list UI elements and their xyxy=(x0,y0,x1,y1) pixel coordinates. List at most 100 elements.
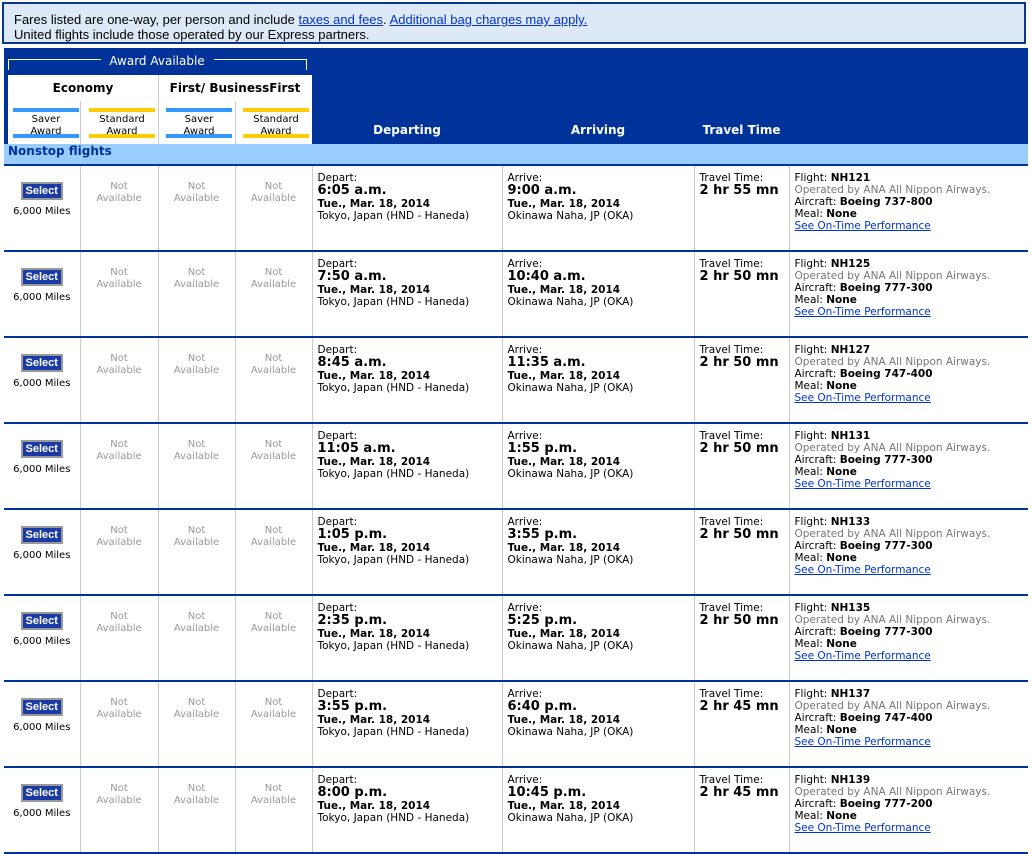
arrive-date: Tue., Mar. 18, 2014 xyxy=(507,456,621,468)
not-available-cell: Not Available xyxy=(80,681,159,768)
not-available-cell: Not Available xyxy=(158,681,236,768)
meal: None xyxy=(826,208,857,220)
depart-date: Tue., Mar. 18, 2014 xyxy=(317,456,431,468)
not-available-cell: Not Available xyxy=(158,337,236,424)
flight-label: Flight: xyxy=(794,688,831,700)
aircraft-label: Aircraft: xyxy=(794,540,840,552)
flight-info-cell: Flight: NH139 Operated by ANA All Nippon … xyxy=(789,767,1028,854)
depart-time: 7:50 a.m. xyxy=(317,269,387,284)
miles: 6,000 Miles xyxy=(13,464,71,475)
meal-label: Meal: xyxy=(794,208,827,220)
aircraft-label: Aircraft: xyxy=(794,712,840,724)
travel-time-cell: Travel Time: 2 hr 50 mn xyxy=(694,251,790,338)
taxes-fees-link[interactable]: taxes and fees xyxy=(298,12,384,27)
meal: None xyxy=(826,294,857,306)
economy-saver-cell: Select 6,000 Miles xyxy=(4,423,81,510)
select-button[interactable]: Select xyxy=(20,354,63,372)
flight-row: Select 6,000 Miles Not Available Not Availabl… xyxy=(4,767,1028,854)
not-available-cell: Not Available xyxy=(235,767,313,854)
select-button[interactable]: Select xyxy=(20,440,63,458)
origin: Tokyo, Japan (HND - Haneda) xyxy=(317,468,470,480)
arrive-date: Tue., Mar. 18, 2014 xyxy=(507,198,621,210)
select-button[interactable]: Select xyxy=(20,268,63,286)
travel-time-cell: Travel Time: 2 hr 55 mn xyxy=(694,165,790,252)
travel-time-cell: Travel Time: 2 hr 45 mn xyxy=(694,681,790,768)
destination: Okinawa Naha, JP (OKA) xyxy=(507,726,634,738)
select-button[interactable]: Select xyxy=(20,526,63,544)
on-time-performance-link[interactable]: See On-Time Performance xyxy=(794,736,931,748)
travel-time: 2 hr 55 mn xyxy=(699,183,779,198)
on-time-performance-link[interactable]: See On-Time Performance xyxy=(794,650,931,662)
select-button[interactable]: Select xyxy=(20,698,63,716)
on-time-performance-link[interactable]: See On-Time Performance xyxy=(794,564,931,576)
depart-date: Tue., Mar. 18, 2014 xyxy=(317,714,431,726)
depart-time: 11:05 a.m. xyxy=(317,441,396,456)
flight-row: Select 6,000 Miles Not Available Not Availabl… xyxy=(4,251,1028,338)
meal: None xyxy=(826,810,857,822)
origin: Tokyo, Japan (HND - Haneda) xyxy=(317,640,470,652)
destination: Okinawa Naha, JP (OKA) xyxy=(507,296,634,308)
arrive-label: Arrive: xyxy=(507,516,543,528)
flight-row: Select 6,000 Miles Not Available Not Availabl… xyxy=(4,509,1028,596)
on-time-performance-link[interactable]: See On-Time Performance xyxy=(794,220,931,232)
meal-label: Meal: xyxy=(794,638,827,650)
arrive-time: 9:00 a.m. xyxy=(507,183,577,198)
not-available-cell: Not Available xyxy=(80,337,159,424)
not-available-cell: Not Available xyxy=(158,767,236,854)
miles: 6,000 Miles xyxy=(13,808,71,819)
aircraft: Boeing 737-800 xyxy=(839,196,933,208)
flight-info-cell: Flight: NH137 Operated by ANA All Nippon … xyxy=(789,681,1028,768)
economy-saver-cell: Select 6,000 Miles xyxy=(4,681,81,768)
arriving-cell: Arrive: 10:40 a.m. Tue., Mar. 18, 2014 Okin… xyxy=(502,251,695,338)
arriving-cell: Arrive: 1:55 p.m. Tue., Mar. 18, 2014 Okina… xyxy=(502,423,695,510)
arrive-label: Arrive: xyxy=(507,774,543,786)
not-available-cell: Not Available xyxy=(158,509,236,596)
depart-label: Depart: xyxy=(317,344,358,356)
flight-number: NH139 xyxy=(830,774,871,786)
arrive-time: 5:25 p.m. xyxy=(507,613,578,628)
on-time-performance-link[interactable]: See On-Time Performance xyxy=(794,822,931,834)
flight-row: Select 6,000 Miles Not Available Not Availabl… xyxy=(4,595,1028,682)
aircraft: Boeing 777-300 xyxy=(839,282,933,294)
travel-time: 2 hr 50 mn xyxy=(699,441,779,456)
depart-time: 2:35 p.m. xyxy=(317,613,388,628)
not-available-cell: Not Available xyxy=(158,595,236,682)
flight-info-cell: Flight: NH125 Operated by ANA All Nippon … xyxy=(789,251,1028,338)
meal-label: Meal: xyxy=(794,552,827,564)
arrive-time: 3:55 p.m. xyxy=(507,527,578,542)
depart-date: Tue., Mar. 18, 2014 xyxy=(317,628,431,640)
arrive-label: Arrive: xyxy=(507,344,543,356)
on-time-performance-link[interactable]: See On-Time Performance xyxy=(794,306,931,318)
arriving-cell: Arrive: 11:35 a.m. Tue., Mar. 18, 2014 Okin… xyxy=(502,337,695,424)
arrive-date: Tue., Mar. 18, 2014 xyxy=(507,800,621,812)
flight-label: Flight: xyxy=(794,516,831,528)
not-available-cell: Not Available xyxy=(80,165,159,252)
arrive-time: 10:40 a.m. xyxy=(507,269,586,284)
meal-label: Meal: xyxy=(794,294,827,306)
bag-charges-link[interactable]: Additional bag charges may apply. xyxy=(389,12,588,27)
flight-number: NH121 xyxy=(830,172,871,184)
award-legend: Economy First/ BusinessFirst Saver Award … xyxy=(8,75,312,144)
depart-date: Tue., Mar. 18, 2014 xyxy=(317,284,431,296)
arrive-date: Tue., Mar. 18, 2014 xyxy=(507,542,621,554)
bracket-right xyxy=(214,59,307,70)
select-button[interactable]: Select xyxy=(20,182,63,200)
select-button[interactable]: Select xyxy=(20,784,63,802)
depart-label: Depart: xyxy=(317,258,358,270)
aircraft-label: Aircraft: xyxy=(794,282,840,294)
operated-by: Operated by ANA All Nippon Airways. xyxy=(794,184,991,196)
aircraft: Boeing 747-400 xyxy=(839,712,933,724)
operated-by: Operated by ANA All Nippon Airways. xyxy=(794,786,991,798)
select-button[interactable]: Select xyxy=(20,612,63,630)
not-available-cell: Not Available xyxy=(158,423,236,510)
travel-time-cell: Travel Time: 2 hr 50 mn xyxy=(694,337,790,424)
depart-time: 8:45 a.m. xyxy=(317,355,387,370)
origin: Tokyo, Japan (HND - Haneda) xyxy=(317,726,470,738)
on-time-performance-link[interactable]: See On-Time Performance xyxy=(794,478,931,490)
not-available-cell: Not Available xyxy=(158,165,236,252)
economy-saver-cell: Select 6,000 Miles xyxy=(4,767,81,854)
travel-label: Travel Time: xyxy=(699,172,764,184)
flight-number: NH135 xyxy=(830,602,871,614)
on-time-performance-link[interactable]: See On-Time Performance xyxy=(794,392,931,404)
not-available-cell: Not Available xyxy=(235,595,313,682)
